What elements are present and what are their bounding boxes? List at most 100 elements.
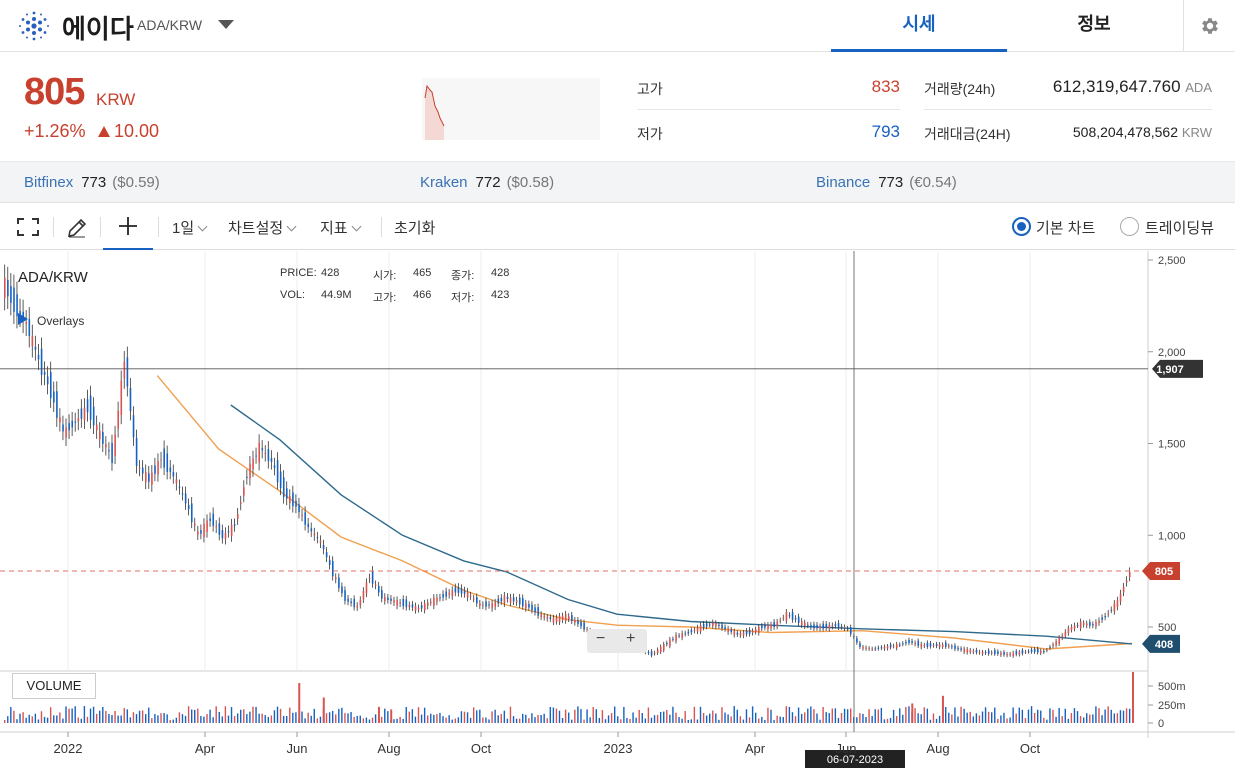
candle-body [687,631,690,634]
volume-bar [785,706,788,723]
overlays-label[interactable]: Overlays [37,314,85,328]
pencil-icon[interactable] [66,217,88,243]
volume-label: VOLUME [12,673,96,699]
settings-button[interactable] [1183,0,1235,52]
volume-bar [316,718,319,723]
candle-body [1073,625,1076,629]
candle-body [1006,653,1008,656]
volume-bar [804,712,806,723]
volume-bar [282,715,285,723]
reset-button[interactable]: 초기화 [394,220,436,237]
basic-chart-label[interactable]: 기본 차트 [1036,220,1096,237]
volume-bar [289,707,291,723]
volume-bar [991,712,993,723]
chevron-down-icon [351,221,362,232]
candle-body [1015,651,1018,655]
volume-bar [681,718,683,723]
candle-body [252,458,254,470]
volume-spike-bar [390,709,393,723]
volume-bar [972,716,975,723]
volume-bar [341,707,343,723]
volume-bar [197,708,199,723]
candle-body [123,361,126,379]
candle-body [230,524,233,537]
candle-body [175,479,178,484]
candle-body [850,627,852,635]
overlays-toggle-icon[interactable] [18,313,28,325]
volume-bar [230,707,233,723]
candle-body [117,410,120,429]
volume-bar [859,713,861,723]
tab-info[interactable]: 정보 [1077,14,1111,34]
volume-bar [491,711,493,723]
exchange-bitfinex[interactable]: Bitfinex 773 ($0.59) [24,174,160,191]
candle-body [405,599,408,608]
candle-body [197,531,199,535]
interval-dropdown[interactable]: 1일 [172,217,208,238]
tradingview-label[interactable]: 트레이딩뷰 [1145,220,1215,237]
volume-bar [16,719,18,723]
candle-body [236,514,239,519]
turnover-value-group: 508,204,478,562 KRW [1000,124,1212,140]
candle-body [454,587,457,593]
volume-bar [148,707,150,723]
price-chart[interactable]: 1,907 06-07-2023 805 408 2,500 2,000 1,500 1,0… [0,251,1235,769]
volume-bar [89,708,92,723]
volume-bar [813,709,815,723]
candle-body [279,471,282,489]
volume-bar [338,708,340,723]
volume-bar [243,709,245,723]
volume-bar [641,713,643,723]
volume-bar [68,708,70,723]
candle-body [151,472,153,485]
volume-bar [868,709,870,723]
candle-body [62,424,64,432]
coin-selector-caret-icon[interactable] [218,20,234,29]
turnover-value: 508,204,478,562 [1072,124,1178,140]
volume-bar [497,715,499,723]
volume-bar [555,708,558,723]
indicators-dropdown[interactable]: 지표 [320,217,362,238]
tradingview-radio[interactable] [1120,217,1139,236]
exchange-foreign-price: ($0.59) [112,174,160,191]
price-chart-svg[interactable]: 1,907 06-07-2023 805 408 2,500 2,000 1,500 1,0… [0,251,1235,769]
volume-bar [472,707,475,723]
volume-bar [889,717,892,723]
volume-bar [356,715,358,723]
zoom-out-button[interactable]: − [596,630,606,647]
candle-body [246,476,248,478]
volume-bar [546,718,548,723]
volume-bar [4,720,6,723]
crosshair-tool-button[interactable] [103,204,153,250]
volume-bar [975,713,978,723]
candle-body [712,622,714,626]
volume-bar [503,710,506,723]
exchange-name: Binance [816,174,871,191]
candle-body [206,520,208,533]
volume-bar [194,709,196,723]
candle-body [1092,624,1094,626]
candle-body [7,280,9,297]
volume-bar [1003,712,1005,723]
fullscreen-icon[interactable] [17,218,39,240]
chart-settings-dropdown[interactable]: 차트설정 [228,217,297,238]
volume-bar [362,718,365,723]
volume-bar [561,718,564,723]
tab-quote[interactable]: 시세 [831,0,1007,52]
candle-body [1058,637,1061,644]
candle-body [797,616,800,624]
zoom-in-button[interactable]: + [626,630,636,647]
candle-body [126,357,129,387]
candle-body [301,515,303,517]
candle-body [160,459,162,461]
volume-bar [712,710,714,723]
volume-bar [28,714,30,723]
volume-bar [571,719,573,723]
exchange-binance[interactable]: Binance 773 (€0.54) [816,174,957,191]
basic-chart-radio[interactable] [1012,217,1031,236]
exchange-kraken[interactable]: Kraken 772 ($0.58) [420,174,554,191]
candle-body [31,336,34,347]
candle-body [871,648,874,650]
candle-body [298,504,300,513]
x-tick-label: Apr [195,741,216,756]
